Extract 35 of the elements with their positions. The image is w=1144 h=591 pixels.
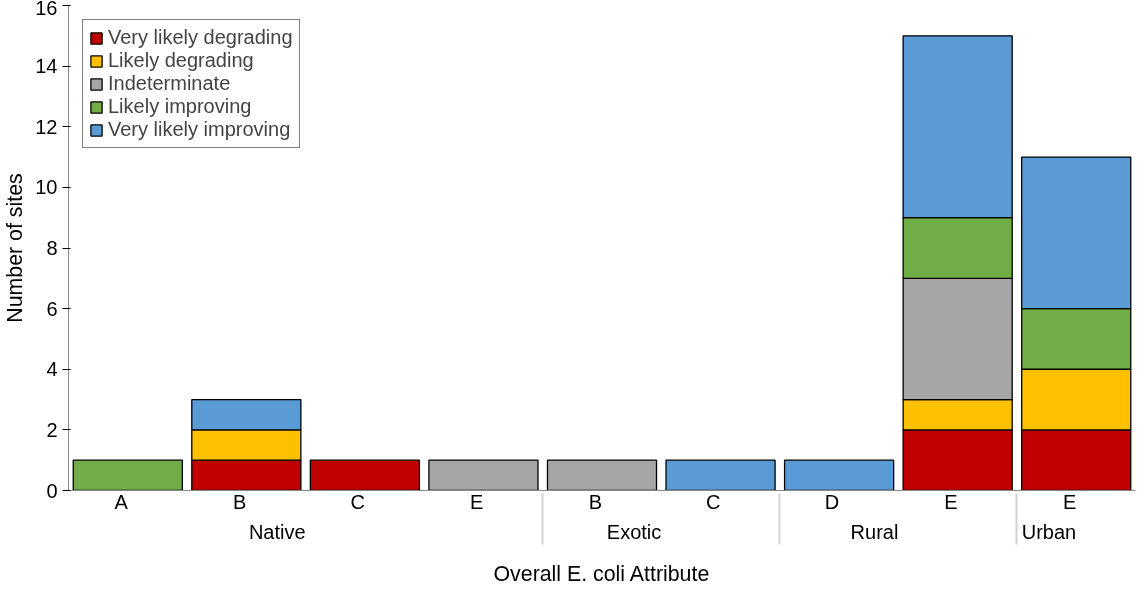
category-label: Rural (850, 520, 899, 543)
y-tick-label: 16 (35, 0, 58, 19)
y-tick-label: 10 (35, 176, 58, 199)
category-label: B (588, 490, 602, 513)
bar (665, 459, 776, 491)
y-tick-label: 6 (46, 297, 58, 320)
bar (546, 459, 658, 491)
y-tick-label: 4 (46, 358, 58, 381)
category-label: C (350, 490, 365, 513)
bar (309, 459, 421, 491)
category-label: B (232, 490, 247, 513)
legend-label: Likely degrading (108, 49, 254, 72)
bar (72, 459, 183, 491)
category-label: E (470, 490, 484, 513)
category-label: Urban (1021, 520, 1077, 543)
category-label: C (706, 490, 721, 513)
legend-label: Indeterminate (108, 72, 231, 95)
category-label: Exotic (606, 520, 662, 543)
y-tick-label: 12 (35, 115, 58, 138)
legend-label: Very likely degrading (108, 26, 293, 49)
bar (783, 459, 895, 491)
y-tick-label: 14 (35, 55, 58, 78)
category-label: E (944, 490, 958, 513)
bar (428, 459, 539, 491)
y-tick-label: 8 (46, 237, 58, 259)
category-label: E (1062, 490, 1077, 513)
y-axis-title: Number of sites (3, 173, 28, 323)
legend-label: Very likely improving (108, 118, 291, 141)
y-tick-label: 0 (46, 479, 58, 502)
category-label: Native (248, 520, 306, 543)
y-tick-label: 2 (46, 418, 58, 441)
category-label: D (824, 490, 840, 513)
category-label: A (114, 490, 128, 513)
legend-label: Likely improving (108, 95, 252, 118)
x-axis-title: Overall E. coli Attribute (493, 561, 710, 586)
